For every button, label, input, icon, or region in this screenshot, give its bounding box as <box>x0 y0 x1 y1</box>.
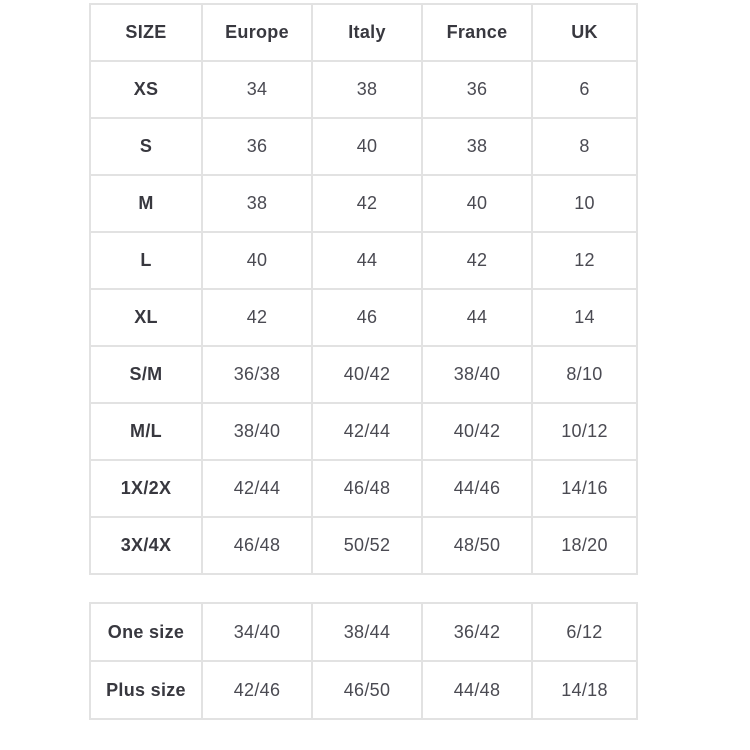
cell-europe: 36/38 <box>201 345 313 404</box>
row-size-label: M/L <box>89 402 203 461</box>
table-row: Plus size 42/46 46/50 44/48 14/18 <box>89 660 638 720</box>
cell-uk: 18/20 <box>531 516 638 575</box>
cell-uk: 10/12 <box>531 402 638 461</box>
cell-italy: 42/44 <box>311 402 423 461</box>
cell-france: 44/48 <box>421 660 533 720</box>
size-tables-container: SIZE Europe Italy France UK XS 34 38 36 … <box>89 3 638 720</box>
table-row: M/L 38/40 42/44 40/42 10/12 <box>89 402 638 461</box>
cell-europe: 46/48 <box>201 516 313 575</box>
cell-italy: 40/42 <box>311 345 423 404</box>
cell-europe: 38 <box>201 174 313 233</box>
header-row: SIZE Europe Italy France UK <box>89 3 638 62</box>
cell-uk: 12 <box>531 231 638 290</box>
cell-uk: 6/12 <box>531 602 638 662</box>
cell-italy: 44 <box>311 231 423 290</box>
cell-europe: 34/40 <box>201 602 313 662</box>
cell-italy: 38 <box>311 60 423 119</box>
cell-france: 36 <box>421 60 533 119</box>
cell-france: 38 <box>421 117 533 176</box>
row-size-label: One size <box>89 602 203 662</box>
cell-italy: 46 <box>311 288 423 347</box>
cell-europe: 42 <box>201 288 313 347</box>
table-row: M 38 42 40 10 <box>89 174 638 233</box>
column-header-italy: Italy <box>311 3 423 62</box>
cell-europe: 38/40 <box>201 402 313 461</box>
table-row: L 40 44 42 12 <box>89 231 638 290</box>
row-size-label: 3X/4X <box>89 516 203 575</box>
cell-uk: 10 <box>531 174 638 233</box>
cell-france: 44/46 <box>421 459 533 518</box>
row-size-label: L <box>89 231 203 290</box>
row-size-label: S <box>89 117 203 176</box>
cell-uk: 14 <box>531 288 638 347</box>
cell-uk: 6 <box>531 60 638 119</box>
cell-italy: 50/52 <box>311 516 423 575</box>
cell-italy: 46/50 <box>311 660 423 720</box>
cell-europe: 40 <box>201 231 313 290</box>
column-header-uk: UK <box>531 3 638 62</box>
table-row: 3X/4X 46/48 50/52 48/50 18/20 <box>89 516 638 575</box>
cell-italy: 42 <box>311 174 423 233</box>
row-size-label: S/M <box>89 345 203 404</box>
table-row: 1X/2X 42/44 46/48 44/46 14/16 <box>89 459 638 518</box>
cell-france: 38/40 <box>421 345 533 404</box>
row-size-label: Plus size <box>89 660 203 720</box>
row-size-label: XL <box>89 288 203 347</box>
cell-france: 40/42 <box>421 402 533 461</box>
cell-uk: 8 <box>531 117 638 176</box>
column-header-france: France <box>421 3 533 62</box>
size-table-header: SIZE Europe Italy France UK <box>89 3 638 62</box>
cell-uk: 14/16 <box>531 459 638 518</box>
cell-europe: 36 <box>201 117 313 176</box>
cell-europe: 42/46 <box>201 660 313 720</box>
cell-france: 40 <box>421 174 533 233</box>
cell-europe: 34 <box>201 60 313 119</box>
row-size-label: XS <box>89 60 203 119</box>
row-size-label: 1X/2X <box>89 459 203 518</box>
special-sizes-body: One size 34/40 38/44 36/42 6/12 Plus siz… <box>89 602 638 720</box>
cell-uk: 8/10 <box>531 345 638 404</box>
table-row: XL 42 46 44 14 <box>89 288 638 347</box>
cell-france: 44 <box>421 288 533 347</box>
column-header-size: SIZE <box>89 3 203 62</box>
size-table-body: XS 34 38 36 6 S 36 40 38 8 <box>89 60 638 575</box>
table-row: One size 34/40 38/44 36/42 6/12 <box>89 602 638 662</box>
table-row: XS 34 38 36 6 <box>89 60 638 119</box>
cell-europe: 42/44 <box>201 459 313 518</box>
cell-uk: 14/18 <box>531 660 638 720</box>
cell-france: 42 <box>421 231 533 290</box>
column-header-europe: Europe <box>201 3 313 62</box>
cell-italy: 40 <box>311 117 423 176</box>
cell-italy: 38/44 <box>311 602 423 662</box>
table-row: S/M 36/38 40/42 38/40 8/10 <box>89 345 638 404</box>
cell-france: 36/42 <box>421 602 533 662</box>
row-size-label: M <box>89 174 203 233</box>
size-conversion-table: SIZE Europe Italy France UK XS 34 38 36 … <box>89 3 638 575</box>
table-row: S 36 40 38 8 <box>89 117 638 176</box>
cell-france: 48/50 <box>421 516 533 575</box>
special-sizes-table: One size 34/40 38/44 36/42 6/12 Plus siz… <box>89 602 638 720</box>
cell-italy: 46/48 <box>311 459 423 518</box>
